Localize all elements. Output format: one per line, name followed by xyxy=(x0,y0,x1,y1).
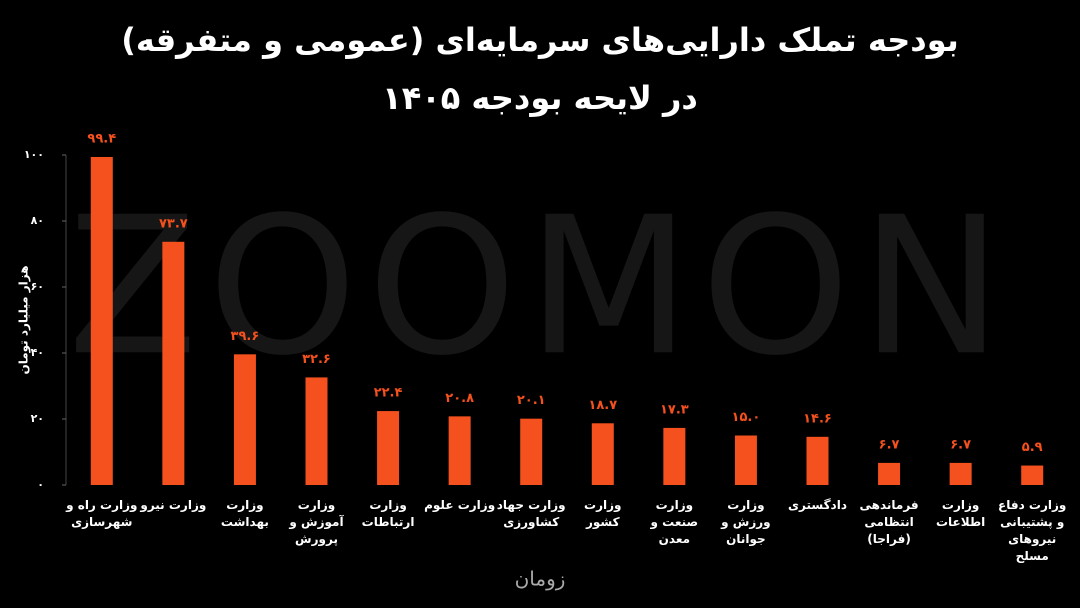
brand: زومان xyxy=(515,567,566,591)
y-tick-label: ۱۰۰ xyxy=(24,148,44,161)
bar xyxy=(162,241,185,485)
x-tick-label: وزارت صنعت و معدن xyxy=(650,498,699,546)
watermark: ZOOMON xyxy=(68,176,1013,397)
value-label: ۶.۷ xyxy=(950,437,971,452)
value-label: ۱۷.۳ xyxy=(660,402,689,417)
x-tick-label: وزارت ورزش و جوانان xyxy=(721,498,771,546)
x-tick-label: فرماندهی انتظامی (فراجا) xyxy=(859,498,919,546)
bar xyxy=(305,377,328,485)
x-tick-label: دادگستری xyxy=(788,498,847,512)
bar xyxy=(949,462,972,485)
bar xyxy=(1021,465,1044,485)
bar xyxy=(806,436,829,485)
value-label: ۷۳.۷ xyxy=(159,216,188,231)
bar xyxy=(90,156,113,486)
bar xyxy=(878,462,901,485)
y-tick-label: ۲۰ xyxy=(31,412,44,425)
x-tick-label: وزارت ارتباطات xyxy=(361,498,415,529)
value-label: ۳۲.۶ xyxy=(302,352,331,367)
bar xyxy=(734,435,757,485)
bar xyxy=(233,354,256,485)
x-tick-label: وزارت اطلاعات xyxy=(935,498,986,529)
bar xyxy=(377,411,400,485)
y-axis-label: هزار میلیارد تومان xyxy=(17,265,32,374)
x-tick-label: وزارت جهاد کشاورزی xyxy=(496,498,566,529)
chart-title: بودجه تملک دارایی‌های سرمایه‌ای (عمومی و… xyxy=(121,21,959,59)
y-tick-label: ۴۰ xyxy=(31,346,44,359)
chart-subtitle: در لایحه بودجه ۱۴۰۵ xyxy=(382,79,698,117)
x-tick-label: وزارت بهداشت xyxy=(220,498,269,529)
y-tick-label: ۶۰ xyxy=(31,280,44,293)
value-label: ۱۸.۷ xyxy=(588,398,617,413)
x-tick-label: وزارت علوم xyxy=(424,498,496,512)
value-label: ۱۵.۰ xyxy=(732,410,761,425)
bar xyxy=(448,416,471,485)
value-label: ۵.۹ xyxy=(1022,440,1043,455)
x-tick-label: وزارت دفاع و پشتیبانی نیروهای مسلح xyxy=(998,498,1067,563)
x-tick-label: وزارت نیرو xyxy=(140,498,207,512)
value-label: ۳۹.۶ xyxy=(231,329,260,344)
x-tick-label: وزارت راه و شهرسازی xyxy=(66,498,138,529)
bar xyxy=(591,423,614,485)
y-tick-label: ۸۰ xyxy=(31,214,44,227)
value-label: ۶.۷ xyxy=(879,437,900,452)
x-tick-label: وزارت آموزش و پرورش xyxy=(289,498,344,546)
value-label: ۲۰.۸ xyxy=(445,391,474,406)
value-label: ۹۹.۴ xyxy=(87,131,116,146)
value-label: ۲۲.۴ xyxy=(374,386,403,401)
bar xyxy=(663,427,686,485)
y-tick-label: ۰ xyxy=(37,478,44,491)
value-label: ۲۰.۱ xyxy=(517,393,546,408)
value-label: ۱۴.۶ xyxy=(803,411,832,426)
bar xyxy=(520,418,543,485)
x-tick-label: وزارت کشور xyxy=(584,498,622,529)
